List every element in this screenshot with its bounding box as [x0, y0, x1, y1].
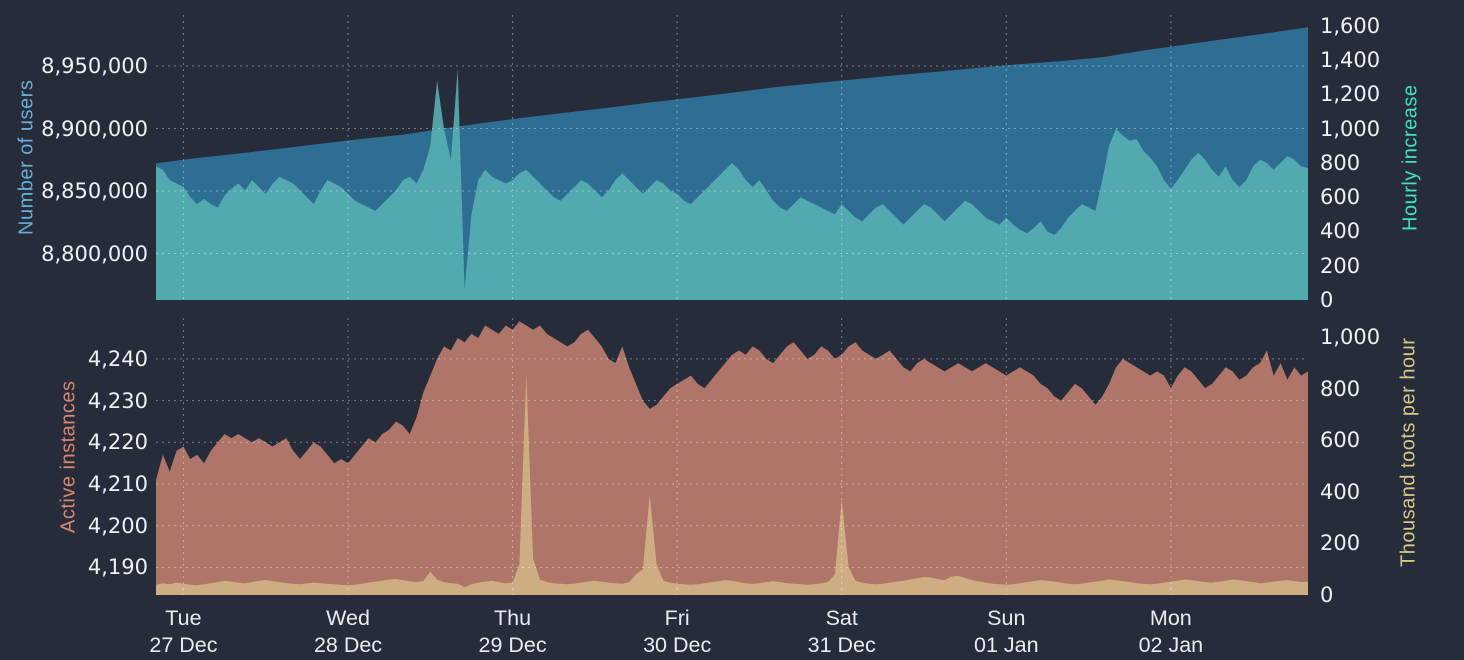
- x-tick-date: 29 Dec: [478, 633, 547, 657]
- x-tick-date: 28 Dec: [313, 633, 383, 657]
- x-tick-day: Mon: [1149, 606, 1192, 630]
- y-tick-label: 600: [1320, 428, 1361, 453]
- x-tick-label: Thu 29 Dec: [433, 606, 593, 657]
- y-tick-label: 800: [1320, 150, 1361, 175]
- x-tick-date: 02 Jan: [1138, 633, 1204, 657]
- x-tick-day: Fri: [664, 606, 690, 630]
- x-tick-label: Sun 01 Jan: [926, 606, 1086, 657]
- x-tick-label: Mon 02 Jan: [1091, 606, 1251, 657]
- hourly-increase-area: [156, 68, 1308, 300]
- x-tick-date: 27 Dec: [149, 633, 218, 657]
- instances-axis-title: Active instances: [57, 380, 80, 533]
- x-tick-day: Thu: [494, 606, 532, 630]
- x-tick-label: Fri 30 Dec: [597, 606, 757, 657]
- x-tick-date: 31 Dec: [807, 633, 876, 657]
- y-tick-label: 0: [1320, 583, 1334, 607]
- instances-toots-chart[interactable]: [156, 318, 1308, 595]
- x-tick-label: Wed 28 Dec: [268, 606, 428, 657]
- y-tick-label: 200: [1320, 531, 1361, 556]
- x-tick-day: Sun: [987, 606, 1026, 630]
- hourly-increase-axis-title: Hourly increase: [1399, 84, 1422, 231]
- toots-axis-title: Thousand toots per hour: [1397, 337, 1420, 568]
- y-tick-label: 200: [1320, 253, 1361, 278]
- x-tick-label: Sat 31 Dec: [762, 606, 922, 657]
- x-tick-day: Wed: [326, 606, 370, 630]
- y-tick-label: 0: [1320, 288, 1334, 312]
- y-tick-label: 400: [1320, 219, 1361, 244]
- y-tick-label: 800: [1320, 376, 1361, 401]
- y-tick-label: 1,000: [1320, 116, 1381, 141]
- users-growth-chart[interactable]: [156, 15, 1308, 300]
- y-tick-label: 1,000: [1320, 325, 1381, 350]
- x-tick-day: Sat: [825, 606, 858, 630]
- x-tick-date: 01 Jan: [974, 633, 1039, 657]
- x-tick-label: Tue 27 Dec: [103, 606, 263, 657]
- y-tick-label: 1,200: [1320, 82, 1381, 107]
- users-axis-title: Number of users: [15, 79, 38, 236]
- y-tick-label: 400: [1320, 479, 1361, 504]
- y-tick-label: 1,400: [1320, 48, 1381, 73]
- x-tick-date: 30 Dec: [643, 633, 712, 657]
- y-tick-label: 600: [1320, 185, 1361, 210]
- y-tick-label: 1,600: [1320, 13, 1381, 38]
- x-tick-day: Tue: [165, 606, 202, 630]
- instances-area: [156, 321, 1308, 595]
